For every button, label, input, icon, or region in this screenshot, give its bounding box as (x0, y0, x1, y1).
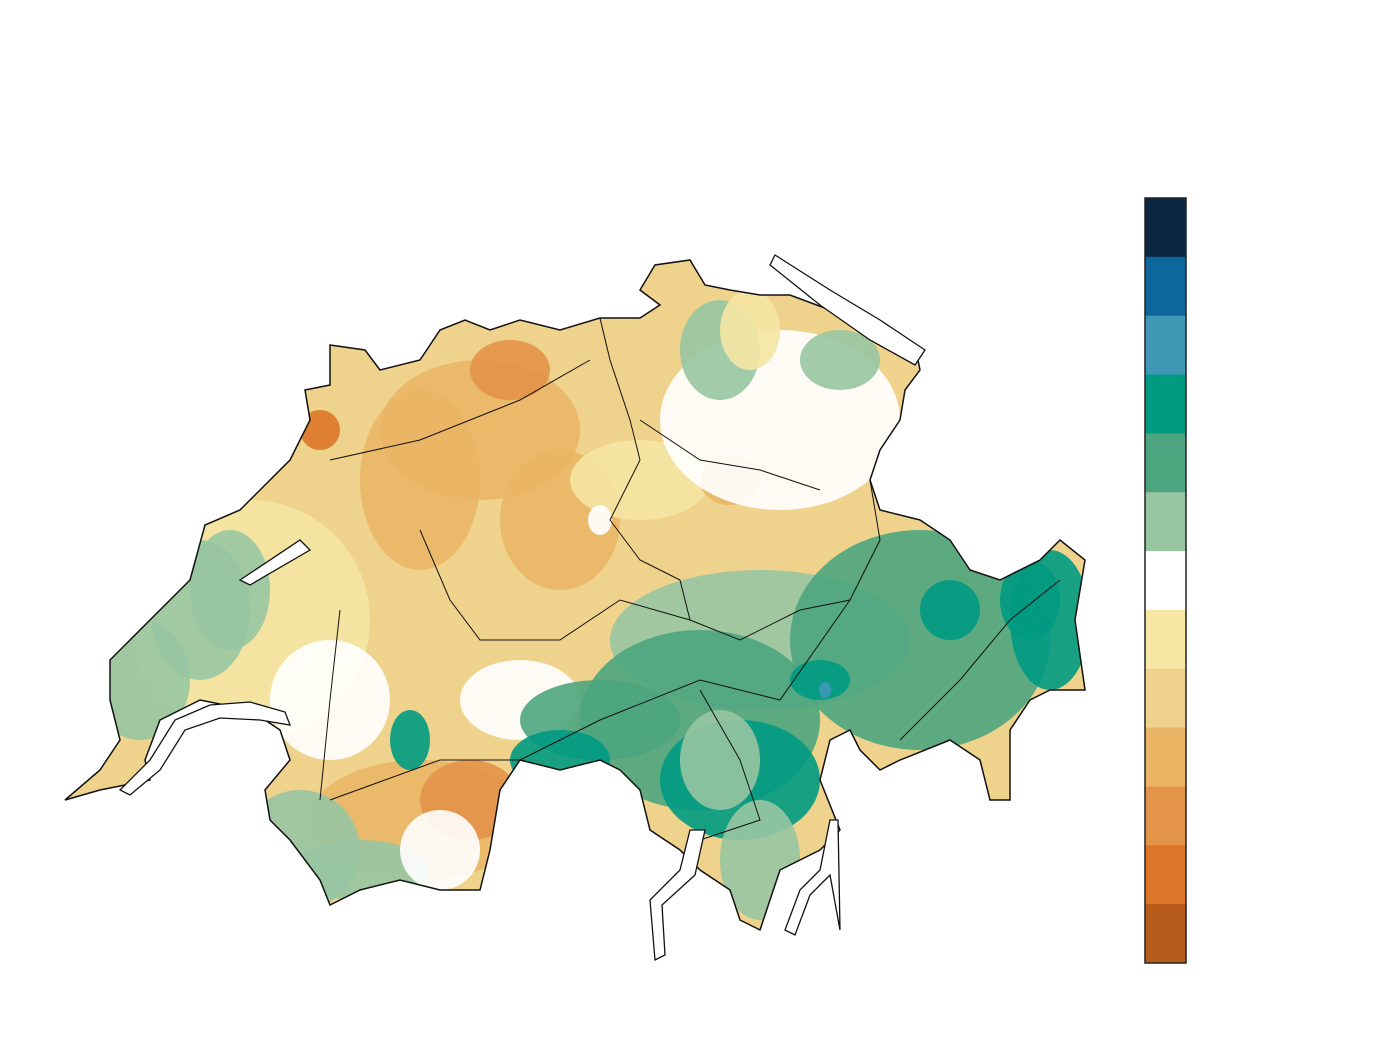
field-patch (790, 660, 850, 700)
colorbar-bin (1145, 551, 1186, 611)
canton-border (639, 419, 821, 491)
colorbar-bin (1145, 727, 1186, 787)
field-patch (1000, 560, 1060, 640)
lake-neuchatel (238, 539, 312, 586)
colorbar-frame (1144, 197, 1187, 964)
field-patch (720, 290, 780, 370)
colorbar-bin (1145, 845, 1186, 905)
lakes (118, 254, 926, 962)
field-patch (790, 530, 1050, 750)
canton-border (329, 759, 520, 801)
colorbar-bin (1145, 256, 1186, 317)
field-patch (470, 340, 550, 400)
field-patch (720, 800, 800, 920)
canton-border (519, 599, 851, 761)
field-patch (150, 540, 250, 680)
lake-constance (769, 254, 926, 366)
colorbar-bin (1145, 315, 1186, 376)
colorbar-bin (1145, 786, 1186, 846)
canton-border (899, 579, 1061, 741)
lake-como (784, 819, 841, 936)
colorbar (1144, 197, 1187, 964)
borders (64, 259, 1086, 931)
colorbar-bin (1145, 374, 1186, 434)
lake-maggiore (649, 829, 706, 962)
colorbar-bin (1145, 433, 1186, 493)
colorbar-bin (1145, 609, 1186, 670)
colorbar-bin (1145, 198, 1186, 258)
lake-geneva (118, 701, 292, 796)
canton-border (419, 479, 881, 641)
canton-border (599, 317, 691, 621)
colorbar-bin (1145, 492, 1186, 552)
field-patch (920, 580, 980, 640)
canton-border (329, 359, 591, 461)
field-patch (360, 390, 480, 570)
field-patch (390, 710, 430, 770)
canton-border (699, 689, 761, 841)
field-patch (588, 505, 612, 535)
field-patch (680, 710, 760, 810)
field-patch (510, 730, 610, 790)
field-patch (800, 330, 880, 390)
colorbar-bin (1145, 904, 1186, 964)
canton-border (319, 609, 341, 801)
colorbar-bin (1145, 668, 1186, 729)
field-patch (400, 810, 480, 890)
field-patch (819, 682, 831, 698)
field-patch (300, 410, 340, 450)
